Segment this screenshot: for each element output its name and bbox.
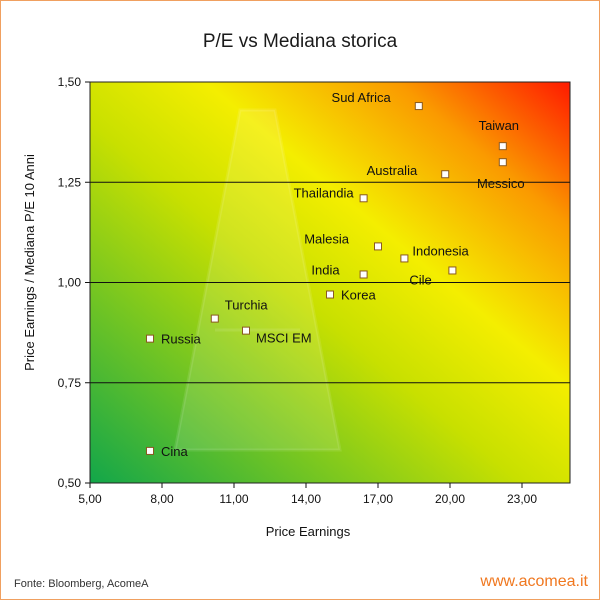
y-tick-label: 0,75 — [58, 376, 82, 390]
point-label: Messico — [477, 176, 525, 191]
website-link[interactable]: www.acomea.it — [480, 573, 588, 590]
y-tick-label: 1,00 — [58, 276, 82, 290]
point-label: Taiwan — [479, 118, 519, 133]
x-tick-label: 11,00 — [219, 492, 248, 506]
point-label: India — [311, 262, 340, 277]
point-label: Korea — [341, 288, 376, 303]
point-sud-africa — [414, 102, 423, 111]
point-cile — [448, 266, 457, 275]
x-tick-label: 20,00 — [435, 492, 465, 506]
chart-title: P/E vs Mediana storica — [203, 31, 398, 52]
point-label: Russia — [161, 332, 202, 347]
point-russia — [146, 334, 154, 343]
y-tick-label: 0,50 — [58, 476, 82, 490]
point-indonesia — [400, 254, 409, 263]
point-label: Sud Africa — [332, 90, 392, 105]
point-malesia — [374, 242, 382, 251]
x-tick-label: 17,00 — [363, 492, 393, 506]
point-label: Turchia — [225, 298, 269, 313]
point-thailandia — [359, 194, 368, 203]
x-tick-label: 23,00 — [507, 492, 537, 506]
data-points: Sud Africa Taiwan Messico Australia Thailand… — [146, 90, 525, 459]
point-messico — [498, 158, 507, 167]
point-label: Indonesia — [412, 243, 469, 258]
point-india — [359, 270, 368, 279]
point-label: Thailandia — [294, 185, 355, 200]
point-turchia — [210, 314, 219, 323]
point-australia — [441, 170, 450, 179]
y-axis-title: Price Earnings / Mediana P/E 10 Anni — [22, 154, 37, 371]
point-label: Cina — [161, 444, 189, 459]
point-label: MSCI EM — [256, 331, 312, 346]
point-label: Malesia — [304, 231, 350, 246]
point-label: Australia — [367, 163, 418, 178]
x-tick-label: 5,00 — [78, 492, 102, 506]
x-axis-ticks: 5,00 8,00 11,00 14,00 17,00 20,00 23,00 — [78, 483, 537, 506]
x-tick-label: 8,00 — [150, 492, 174, 506]
y-tick-label: 1,50 — [58, 75, 82, 89]
source-note: Fonte: Bloomberg, AcomeA — [14, 578, 149, 590]
gridlines — [90, 181, 570, 384]
point-msci-em — [242, 326, 250, 335]
point-korea — [326, 290, 334, 299]
y-tick-label: 1,25 — [58, 175, 82, 189]
point-label: Cile — [409, 272, 431, 287]
point-taiwan — [498, 142, 507, 151]
watermark-logo — [173, 108, 342, 452]
point-cina — [146, 446, 154, 455]
x-tick-label: 14,00 — [291, 492, 321, 506]
x-axis-title: Price Earnings — [266, 524, 351, 539]
y-axis-ticks: 0,50 0,75 1,00 1,25 1,50 — [58, 75, 90, 490]
